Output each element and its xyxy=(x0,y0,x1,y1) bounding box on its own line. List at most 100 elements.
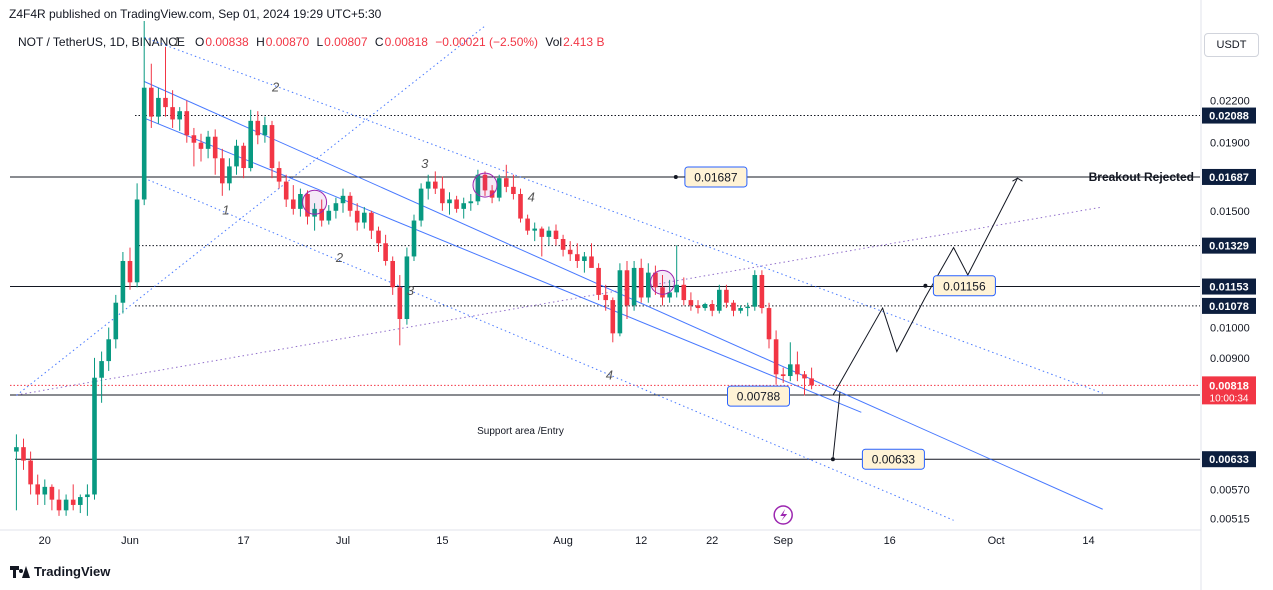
candle-body xyxy=(780,374,786,377)
candle xyxy=(496,174,502,202)
candle-body xyxy=(695,305,701,309)
candle-body xyxy=(14,447,19,452)
level-tag-text: 0.01153 xyxy=(1209,282,1248,294)
candle-body xyxy=(425,181,431,189)
highlight-circle xyxy=(472,172,498,198)
candle xyxy=(28,451,33,495)
y-tick-label: 0.00570 xyxy=(1210,484,1250,496)
candle xyxy=(234,139,239,175)
candle xyxy=(163,46,168,117)
candle xyxy=(283,174,289,207)
candle-body xyxy=(56,499,62,511)
candle-body xyxy=(532,228,537,231)
candle-body xyxy=(340,195,346,204)
candle xyxy=(518,188,523,223)
level-tag-text: 0.02088 xyxy=(1209,111,1249,123)
candle-body xyxy=(525,218,530,231)
level-price-tag: 0.01153 xyxy=(1202,278,1256,295)
candle xyxy=(141,20,147,206)
candle xyxy=(539,226,545,257)
candle xyxy=(21,438,26,470)
candle-body xyxy=(418,188,424,221)
candle-body xyxy=(319,208,324,221)
candle xyxy=(418,183,424,227)
candle-body xyxy=(631,267,637,306)
candle xyxy=(14,434,19,511)
candle-body xyxy=(376,230,381,244)
level-tag-text: 0.01687 xyxy=(1209,172,1249,184)
candle-body xyxy=(788,364,793,377)
wave-label: 4 xyxy=(528,189,535,204)
candle xyxy=(560,234,566,257)
candle-body xyxy=(163,97,168,108)
candle xyxy=(397,275,403,346)
candle xyxy=(92,357,97,500)
candle xyxy=(532,222,537,242)
candle xyxy=(745,302,750,317)
candle-body xyxy=(241,145,246,169)
candle-body xyxy=(624,270,630,306)
brand-logo[interactable]: TradingView xyxy=(10,564,110,579)
candle-body xyxy=(766,308,772,340)
candle-body xyxy=(191,135,197,143)
candle xyxy=(255,111,261,145)
candle xyxy=(667,279,672,303)
candle xyxy=(276,161,282,189)
level-price-tag: 0.01329 xyxy=(1202,237,1256,254)
candle-body xyxy=(198,142,204,149)
candle xyxy=(809,367,814,390)
candle xyxy=(319,199,324,227)
candle-body xyxy=(35,484,40,495)
candle-body xyxy=(724,289,729,303)
candle-body xyxy=(496,178,502,198)
level-tag-bg xyxy=(1202,237,1256,254)
candle-body xyxy=(85,494,90,498)
candle-body xyxy=(539,228,545,237)
candle-body xyxy=(596,267,601,295)
candle-body xyxy=(127,260,133,283)
current-price-bg xyxy=(1202,376,1256,405)
y-tick-label: 0.00515 xyxy=(1210,514,1250,526)
candle xyxy=(383,234,388,266)
level-tag-bg xyxy=(1202,168,1256,185)
candle xyxy=(525,214,530,235)
candle-body xyxy=(731,302,736,311)
candle xyxy=(149,63,154,128)
symbol-name[interactable]: NOT / TetherUS, 1D, BINANCE xyxy=(18,35,185,49)
candle xyxy=(127,247,133,290)
candle-body xyxy=(262,125,268,136)
candle-body xyxy=(212,136,218,159)
price-callout: 0.01687 xyxy=(684,166,748,188)
level-price-tag: 0.01078 xyxy=(1202,297,1256,314)
y-tick-label: 0.00900 xyxy=(1210,353,1250,365)
current-price-text: 0.00818 xyxy=(1209,380,1249,392)
candle xyxy=(553,224,559,246)
candle-body xyxy=(589,256,594,268)
wave-label: 3 xyxy=(421,156,429,171)
currency-button[interactable]: USDT xyxy=(1204,33,1259,57)
candle-body xyxy=(227,166,232,184)
wave-label: 2 xyxy=(271,79,280,94)
candle xyxy=(511,174,516,200)
highlight-circle xyxy=(650,269,675,295)
brand-name: TradingView xyxy=(34,564,111,579)
price-callout: 0.01156 xyxy=(932,275,996,297)
candle xyxy=(78,494,83,514)
candle-body xyxy=(475,174,481,202)
candle-body xyxy=(511,186,516,195)
high-label: H xyxy=(256,35,265,49)
candle xyxy=(63,494,69,516)
candle-body xyxy=(440,188,445,204)
x-tick-label: Jun xyxy=(121,535,139,547)
candle-body xyxy=(99,361,104,378)
candle-body xyxy=(610,300,616,334)
wave-label: 3 xyxy=(407,283,415,298)
candle xyxy=(411,214,417,261)
candle-body xyxy=(482,174,488,191)
candle-body xyxy=(42,486,48,495)
wave-label: 1 xyxy=(222,203,229,218)
candle xyxy=(546,226,552,246)
candle-body xyxy=(21,447,26,461)
